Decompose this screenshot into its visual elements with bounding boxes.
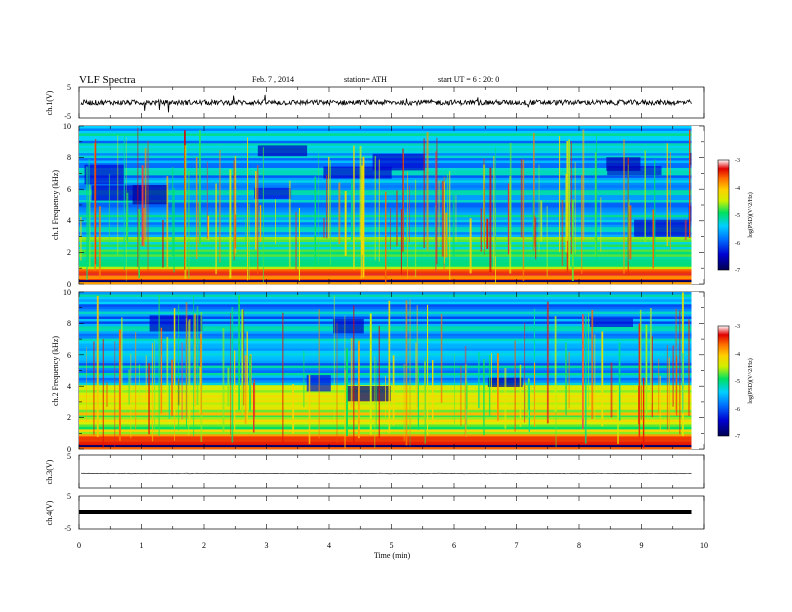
- x-tick-label: 10: [700, 541, 708, 550]
- colorbar-tick-label: -6: [735, 241, 740, 247]
- ch2-colorbar-ticks: -3 -4 -5 -6 -7: [735, 324, 740, 440]
- ch4-ytick-top: 5: [67, 492, 71, 501]
- x-axis-label: Time (min): [374, 551, 411, 560]
- ch2-ytick-label: 0: [67, 445, 71, 454]
- colorbar-tick-label: -3: [735, 324, 740, 330]
- ch1-freq-tick-labels: 10 8 6 4 2 0: [63, 122, 71, 289]
- ch1-ytick-label: 6: [67, 185, 71, 194]
- ch4-ytick-bottom: -5: [64, 524, 71, 533]
- colorbar-tick-label: -4: [735, 352, 740, 358]
- axis-ticks: [78, 87, 705, 529]
- ch1-ylabel: ch.1(V): [45, 90, 54, 115]
- ch1-colorbar-label: log(PSD)(V^2/Hz): [747, 192, 754, 237]
- x-axis-tick-labels: 0 1 2 3 4 5 6 7 8 9 10: [77, 541, 708, 550]
- ch3-waveform-line: [80, 472, 692, 475]
- header-station: station= ATH: [344, 75, 387, 84]
- x-tick-label: 6: [452, 541, 456, 550]
- ch2-colorbar-label: log(PSD)(V^2/Hz): [747, 358, 754, 403]
- colorbar-tick-label: -3: [735, 158, 740, 164]
- ch2-ytick-label: 2: [67, 413, 71, 422]
- ch1-waveform-line: [80, 94, 692, 113]
- x-tick-label: 3: [265, 541, 269, 550]
- x-tick-label: 0: [77, 541, 81, 550]
- colorbar-tick-label: -5: [735, 213, 740, 219]
- ch2-ytick-label: 10: [63, 288, 71, 297]
- ch2-ytick-label: 4: [67, 382, 71, 391]
- x-tick-label: 5: [390, 541, 394, 550]
- ch4-ylabel: ch.4(V): [45, 500, 54, 525]
- x-tick-label: 1: [140, 541, 144, 550]
- x-tick-label: 8: [577, 541, 581, 550]
- ch1-spectrogram-image: [79, 126, 704, 285]
- header-start-ut: start UT = 6 : 20: 0: [438, 75, 499, 84]
- ch2-spectrogram-image: [79, 292, 704, 450]
- colorbar-tick-label: -7: [735, 434, 740, 440]
- ch1-ytick-top: 5: [67, 83, 71, 92]
- ch1-ytick-label: 4: [67, 216, 71, 225]
- ch1-ytick-label: 10: [63, 122, 71, 131]
- x-tick-label: 4: [327, 541, 331, 550]
- x-tick-label: 2: [202, 541, 206, 550]
- ch1-spectrogram-ylabel: ch.1 Frequency (kHz): [51, 170, 60, 240]
- figure-title: VLF Spectra: [79, 74, 136, 86]
- colorbar-tick-label: -7: [735, 268, 740, 274]
- ch1-ytick-label: 2: [67, 248, 71, 257]
- ch2-ytick-label: 8: [67, 319, 71, 328]
- colorbar-tick-label: -4: [735, 186, 740, 192]
- ch1-colorbar-ticks: -3 -4 -5 -6 -7: [735, 158, 740, 274]
- ch1-ytick-label: 0: [67, 280, 71, 289]
- ch1-colorbar: [717, 159, 730, 271]
- ch1-ytick-label: 8: [67, 153, 71, 162]
- ch2-colorbar: [717, 325, 730, 437]
- x-tick-label: 7: [515, 541, 519, 550]
- ch1-ytick-bottom: -5: [64, 112, 71, 121]
- colorbar-tick-label: -6: [735, 407, 740, 413]
- ch2-spectrogram-ylabel: ch.2 Frequency (kHz): [51, 336, 60, 406]
- x-tick-label: 9: [640, 541, 644, 550]
- ch2-ytick-label: 6: [67, 351, 71, 360]
- ch3-ytick-top: 5: [67, 452, 71, 461]
- ch4-waveform-band: [79, 510, 692, 514]
- colorbar-tick-label: -5: [735, 379, 740, 385]
- ch2-freq-tick-labels: 10 8 6 4 2 0: [63, 288, 71, 454]
- ch3-ylabel: ch.3(V): [45, 459, 54, 484]
- header-date: Feb. 7 , 2014: [252, 75, 294, 84]
